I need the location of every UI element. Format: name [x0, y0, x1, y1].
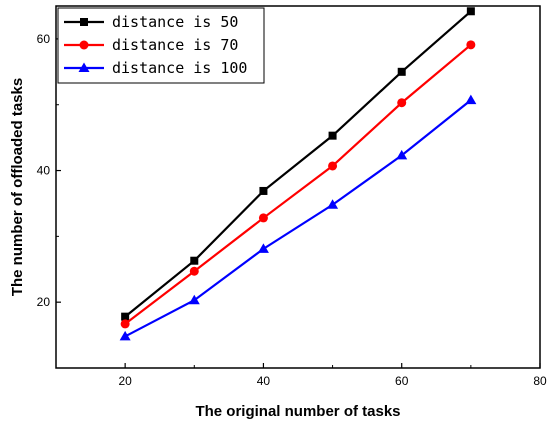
data-point — [396, 149, 408, 160]
data-point — [327, 199, 339, 209]
axis-ticks: 20 40 60 80 20 40 60 — [37, 32, 547, 388]
y-tick-label: 20 — [37, 295, 51, 309]
data-point — [258, 213, 268, 223]
x-axis-label: The original number of tasks — [195, 403, 400, 420]
legend-marker — [78, 62, 90, 72]
legend-label: distance is 100 — [112, 59, 247, 77]
series-line-2 — [124, 43, 472, 325]
y-tick-label: 40 — [37, 164, 51, 178]
legend: distance is 50 distance is 70 distance is … — [57, 7, 265, 84]
data-point — [121, 312, 130, 321]
data-point — [119, 330, 131, 341]
legend-marker — [80, 18, 88, 26]
data-point — [466, 7, 475, 16]
data-point — [465, 94, 477, 105]
data-point — [189, 266, 199, 276]
data-point — [466, 40, 476, 50]
series-line-1 — [124, 10, 472, 318]
y-tick-label: 60 — [37, 32, 51, 46]
legend-label: distance is 70 — [112, 36, 238, 54]
series-group — [119, 7, 477, 341]
x-tick-label: 20 — [118, 374, 132, 388]
plot-frame — [55, 5, 541, 369]
data-point — [259, 186, 268, 195]
data-point — [120, 319, 130, 329]
x-tick-label: 80 — [533, 374, 547, 388]
legend-box — [57, 7, 265, 84]
x-tick-label: 60 — [395, 374, 409, 388]
data-point — [397, 98, 407, 108]
data-point — [328, 131, 337, 140]
legend-marker — [79, 40, 89, 50]
data-point — [190, 256, 199, 265]
y-axis-label: The number of offloaded tasks — [9, 78, 26, 296]
data-point — [397, 67, 406, 76]
series-line-3 — [124, 99, 472, 338]
x-tick-label: 40 — [257, 374, 271, 388]
data-point — [188, 294, 200, 305]
data-point — [257, 243, 269, 253]
legend-label: distance is 50 — [112, 13, 238, 31]
data-point — [328, 161, 338, 171]
